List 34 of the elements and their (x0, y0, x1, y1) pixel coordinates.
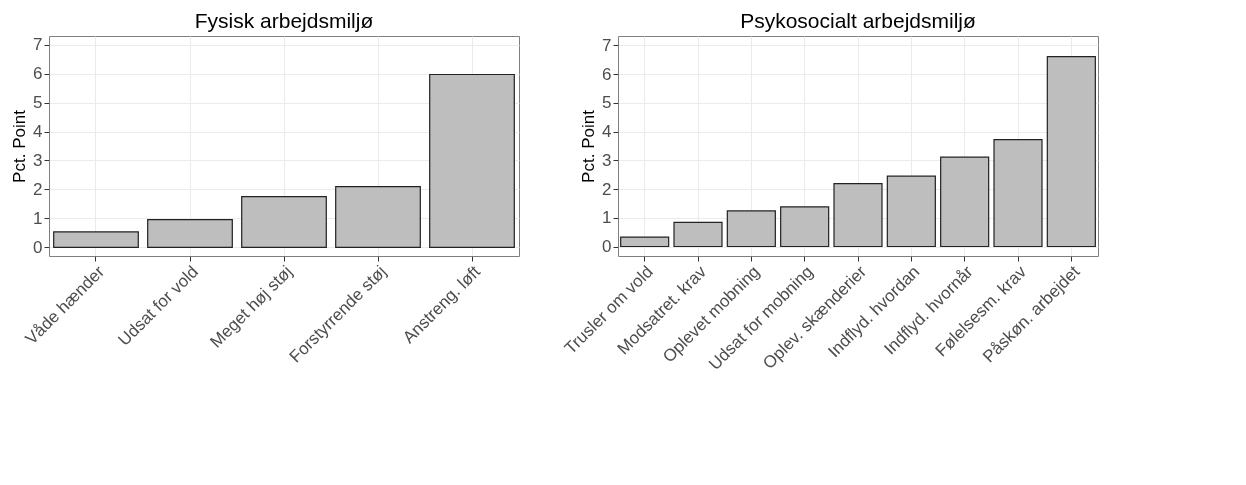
y-tick-label: 0 (33, 237, 43, 257)
bar (780, 206, 830, 248)
bar (53, 231, 139, 248)
y-axis-title: Pct. Point (579, 109, 599, 183)
bar (726, 210, 776, 248)
bar (1046, 56, 1096, 248)
y-tick-label: 5 (602, 93, 612, 113)
y-tick-label: 3 (602, 150, 612, 170)
bar (940, 156, 990, 248)
y-tick-label: 2 (33, 179, 43, 199)
bar (335, 185, 421, 248)
bar (429, 73, 515, 248)
bar (833, 183, 883, 248)
y-tick-label: 5 (33, 93, 43, 113)
y-tick-label: 7 (602, 35, 612, 55)
bar (147, 218, 233, 248)
bar (673, 221, 723, 248)
y-tick-label: 6 (33, 64, 43, 84)
y-tick-label: 0 (602, 237, 612, 257)
bar (620, 236, 670, 248)
chart-title: Psykosocialt arbejdsmiljø (740, 9, 977, 32)
y-tick-label: 6 (602, 64, 612, 84)
y-tick-label: 7 (33, 35, 43, 55)
y-tick-label: 4 (602, 122, 612, 142)
y-tick-label: 1 (33, 208, 43, 228)
y-tick-label: 3 (33, 150, 43, 170)
y-tick-label: 1 (602, 208, 612, 228)
y-tick-label: 2 (602, 179, 612, 199)
bar (993, 139, 1043, 248)
bar (886, 175, 936, 248)
chart-title: Fysisk arbejdsmiljø (194, 8, 374, 32)
y-tick-label: 4 (33, 122, 43, 142)
bar (241, 196, 327, 248)
y-axis-title: Pct. Point (10, 109, 30, 183)
